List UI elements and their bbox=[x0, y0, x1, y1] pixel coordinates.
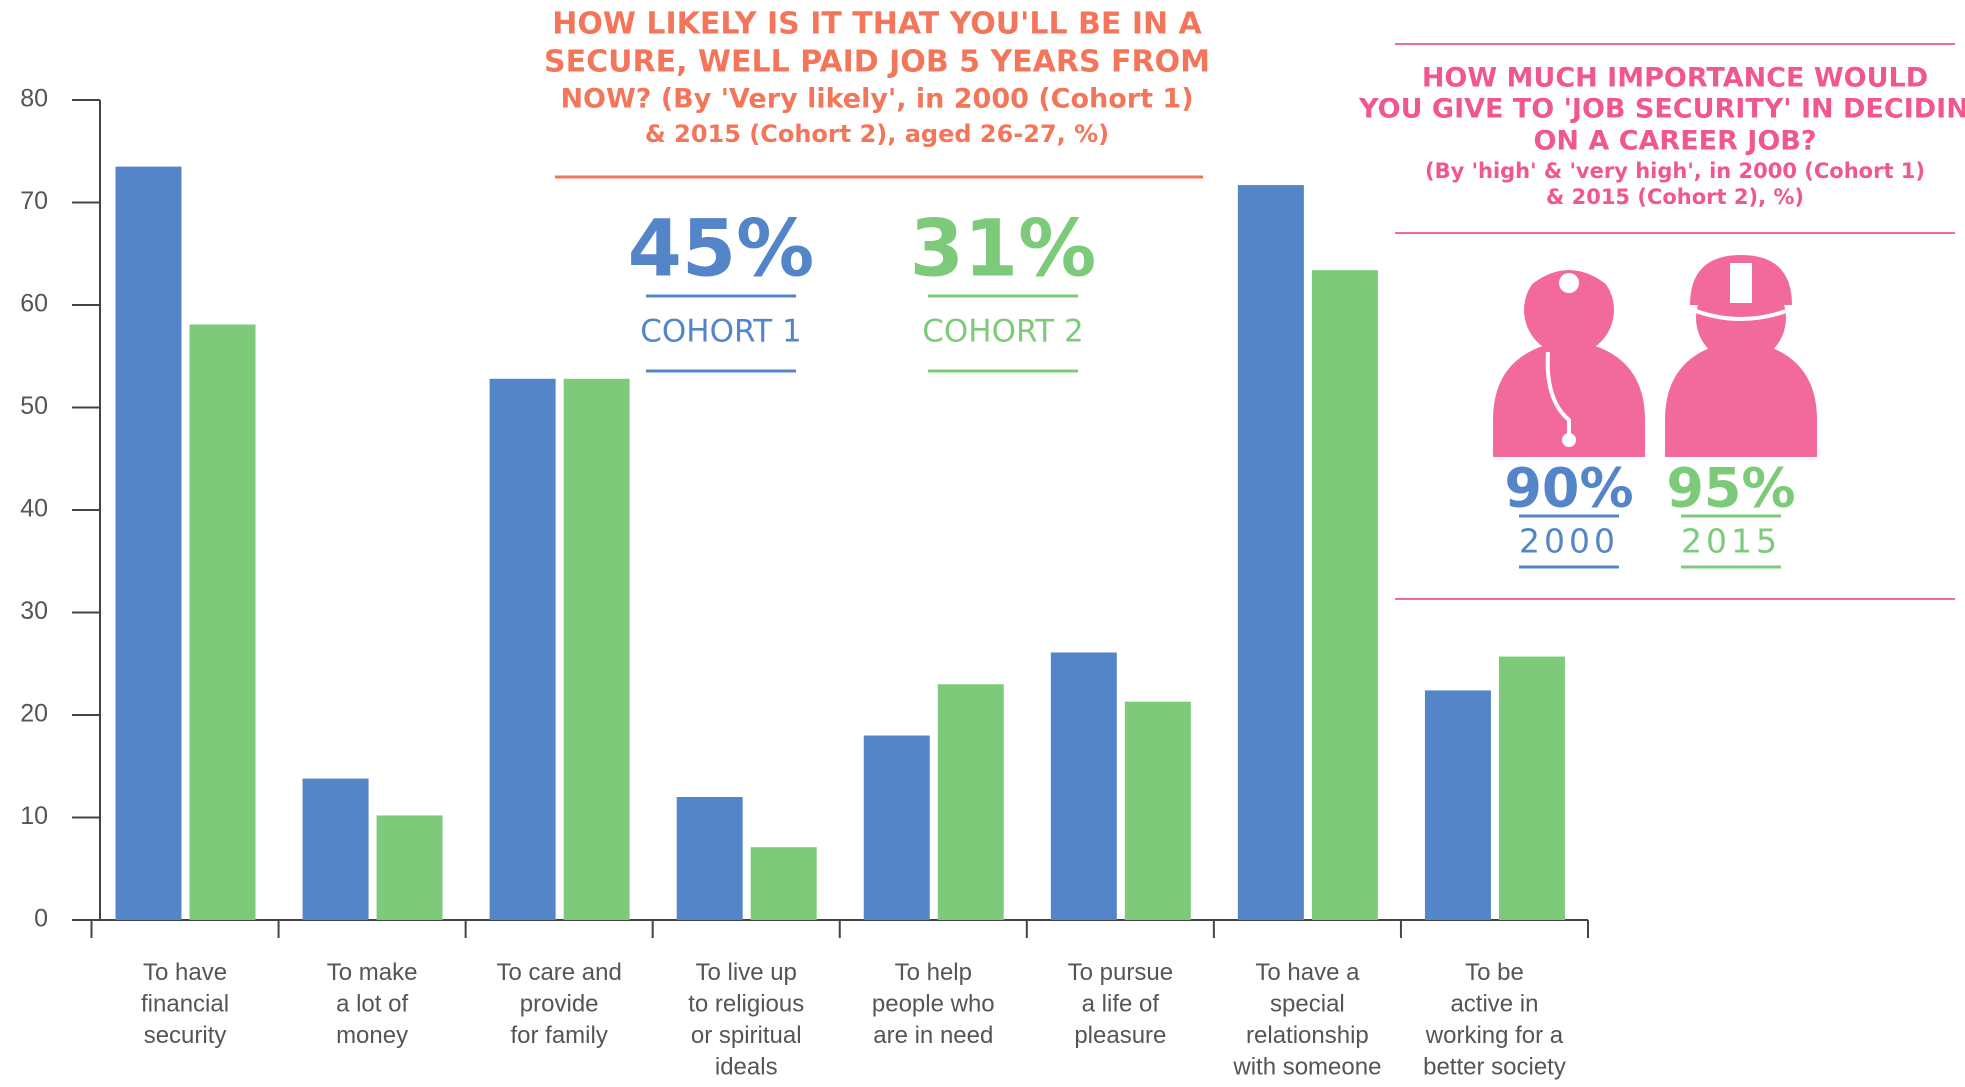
panel-title: HOW LIKELY IS IT THAT YOU'LL BE IN A bbox=[552, 7, 1202, 42]
bar bbox=[750, 847, 817, 920]
doctor-body bbox=[1493, 340, 1645, 457]
panel-title: YOU GIVE TO 'JOB SECURITY' IN DECIDING bbox=[1358, 94, 1965, 125]
year-label: 2015 bbox=[1681, 522, 1781, 561]
x-tick-label: To live up to religious or spiritual ideals bbox=[688, 959, 804, 1081]
x-tick-label: To be active in working for a better societ… bbox=[1423, 959, 1566, 1081]
panel-title: NOW? (By 'Very likely', in 2000 (Cohort … bbox=[560, 84, 1193, 115]
doctor-mirror bbox=[1559, 273, 1579, 293]
bar bbox=[1050, 652, 1117, 920]
y-tick-label: 70 bbox=[20, 187, 48, 215]
stethoscope bbox=[1545, 351, 1571, 435]
cohort-label: COHORT 2 bbox=[922, 314, 1084, 350]
panel-title: HOW MUCH IMPORTANCE WOULD bbox=[1422, 63, 1928, 94]
bar bbox=[189, 324, 256, 921]
x-tick-label: To have a special relationship with someone bbox=[1232, 959, 1381, 1081]
y-tick-label: 0 bbox=[34, 905, 48, 933]
worker-body bbox=[1665, 340, 1817, 457]
y-tick-label: 10 bbox=[20, 802, 48, 830]
y-tick-label: 80 bbox=[20, 85, 48, 113]
y-tick-label: 50 bbox=[20, 392, 48, 420]
bar bbox=[563, 378, 630, 920]
y-tick-label: 60 bbox=[20, 290, 48, 318]
x-tick-label: To make a lot of money bbox=[327, 959, 418, 1049]
big-value: 90% bbox=[1504, 457, 1633, 520]
bar bbox=[1237, 185, 1304, 920]
panel-title: & 2015 (Cohort 2), aged 26-27, %) bbox=[645, 120, 1109, 148]
x-tick-label: To care and provide for family bbox=[496, 959, 621, 1049]
bar bbox=[376, 815, 443, 920]
bar bbox=[1424, 690, 1491, 920]
panel-title: & 2015 (Cohort 2), %) bbox=[1546, 185, 1804, 209]
y-tick-label: 40 bbox=[20, 495, 48, 523]
icons bbox=[1493, 255, 1817, 457]
cohort-label: COHORT 1 bbox=[640, 314, 802, 350]
bar bbox=[1124, 701, 1191, 920]
bar bbox=[1498, 656, 1565, 920]
x-tick-label: To help people who are in need bbox=[872, 959, 995, 1049]
bar bbox=[863, 735, 930, 920]
panel-title: SECURE, WELL PAID JOB 5 YEARS FROM bbox=[544, 45, 1210, 80]
bar bbox=[1311, 270, 1378, 920]
year-label: 2000 bbox=[1519, 522, 1619, 561]
big-value: 31% bbox=[910, 204, 1097, 294]
big-value: 45% bbox=[628, 204, 815, 294]
x-tick-label: To pursue a life of pleasure bbox=[1068, 959, 1173, 1049]
stethoscope-end bbox=[1562, 433, 1576, 447]
panel-title: ON A CAREER JOB? bbox=[1533, 126, 1816, 157]
y-tick-label: 30 bbox=[20, 597, 48, 625]
helmet-brim bbox=[1687, 306, 1795, 321]
bar bbox=[302, 778, 369, 920]
y-tick-label: 20 bbox=[20, 700, 48, 728]
bar bbox=[489, 378, 556, 920]
big-value: 95% bbox=[1666, 457, 1795, 520]
panel-title: (By 'high' & 'very high', in 2000 (Cohor… bbox=[1425, 159, 1925, 183]
helmet-ridge bbox=[1730, 263, 1752, 303]
doctor-band bbox=[1525, 257, 1613, 290]
bar bbox=[676, 797, 743, 920]
x-tick-label: To have financial security bbox=[141, 959, 229, 1049]
doctor-head bbox=[1524, 265, 1614, 355]
bar bbox=[937, 684, 1004, 920]
bar bbox=[115, 166, 182, 920]
